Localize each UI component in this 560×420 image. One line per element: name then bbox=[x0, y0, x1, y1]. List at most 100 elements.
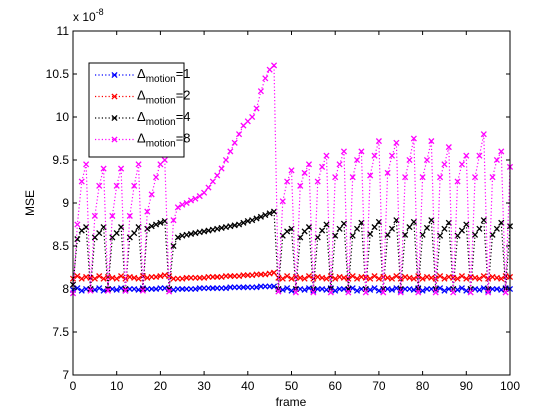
data-point bbox=[388, 286, 396, 293]
data-point bbox=[406, 224, 413, 231]
data-point bbox=[498, 275, 505, 282]
data-point bbox=[288, 167, 295, 174]
data-point bbox=[353, 275, 361, 282]
data-point bbox=[454, 286, 461, 293]
data-point bbox=[476, 275, 483, 282]
data-point bbox=[96, 285, 103, 292]
y-tick-label: 9.5 bbox=[52, 153, 69, 167]
data-point bbox=[170, 286, 177, 293]
data-point bbox=[323, 286, 330, 293]
data-point bbox=[340, 148, 347, 155]
legend-entry: Δmotion=8 bbox=[95, 131, 191, 150]
legend-marker bbox=[111, 136, 118, 143]
data-point bbox=[437, 174, 444, 181]
data-point bbox=[126, 234, 133, 241]
data-point bbox=[463, 275, 470, 282]
series-line bbox=[72, 210, 511, 290]
data-point bbox=[113, 182, 120, 189]
data-point bbox=[319, 285, 326, 293]
data-point bbox=[305, 161, 313, 168]
data-point bbox=[109, 274, 116, 281]
data-point bbox=[393, 139, 400, 146]
data-point bbox=[393, 273, 400, 280]
data-point bbox=[301, 275, 308, 282]
data-point bbox=[332, 275, 339, 282]
data-point bbox=[450, 274, 457, 281]
data-point bbox=[275, 288, 282, 295]
data-point bbox=[485, 275, 492, 282]
data-point bbox=[458, 227, 465, 234]
data-point bbox=[428, 274, 435, 281]
data-point bbox=[270, 269, 278, 276]
data-point bbox=[489, 231, 496, 238]
data-point bbox=[471, 274, 479, 281]
data-point bbox=[485, 287, 492, 294]
x-tick-label: 20 bbox=[154, 379, 168, 393]
data-point bbox=[445, 144, 452, 151]
legend-marker bbox=[111, 93, 118, 100]
data-point bbox=[231, 222, 238, 229]
data-point bbox=[222, 224, 230, 231]
data-point bbox=[410, 286, 417, 293]
data-point bbox=[388, 275, 396, 282]
data-point bbox=[262, 211, 269, 219]
data-point bbox=[371, 224, 378, 231]
data-point bbox=[78, 275, 85, 282]
data-point bbox=[301, 286, 308, 293]
data-point bbox=[118, 273, 125, 280]
data-point bbox=[336, 225, 343, 232]
data-point bbox=[471, 174, 479, 181]
data-point bbox=[174, 234, 181, 241]
data-point bbox=[362, 274, 369, 281]
data-point bbox=[270, 62, 278, 69]
data-point bbox=[152, 174, 160, 181]
data-point bbox=[284, 178, 291, 185]
x-tick-label: 40 bbox=[241, 379, 255, 393]
data-point bbox=[187, 230, 195, 238]
series-8 bbox=[69, 62, 514, 297]
legend-label: Δmotion=8 bbox=[137, 131, 191, 150]
data-point bbox=[375, 138, 382, 145]
data-point bbox=[319, 227, 326, 234]
data-point bbox=[266, 270, 273, 277]
data-point bbox=[441, 161, 448, 168]
data-point bbox=[183, 231, 190, 238]
data-point bbox=[467, 273, 474, 281]
data-point bbox=[502, 289, 509, 296]
data-point bbox=[113, 275, 120, 282]
legend-entry: Δmotion=1 bbox=[95, 66, 191, 85]
data-point bbox=[305, 273, 313, 280]
y-axis-label: MSE bbox=[23, 190, 37, 216]
data-point bbox=[104, 287, 112, 294]
data-point bbox=[179, 201, 186, 208]
data-point bbox=[367, 230, 374, 238]
data-point bbox=[144, 208, 151, 215]
data-point bbox=[498, 148, 505, 155]
data-point bbox=[314, 178, 321, 185]
data-point bbox=[201, 189, 208, 196]
data-point bbox=[358, 148, 365, 155]
data-point bbox=[244, 118, 251, 125]
data-point bbox=[463, 287, 470, 294]
data-point bbox=[249, 113, 256, 121]
data-point bbox=[222, 285, 230, 292]
tick-labels: 0 10 20 30 40 50 60 70 80 90 100 7 7.5 8 8.5 9 9.5 10 10.5… bbox=[46, 24, 521, 393]
data-point bbox=[423, 156, 431, 164]
data-point bbox=[166, 288, 173, 295]
data-point bbox=[148, 223, 155, 230]
data-point bbox=[345, 289, 352, 296]
data-point bbox=[458, 161, 465, 168]
data-point bbox=[179, 232, 186, 239]
data-point bbox=[498, 219, 505, 226]
data-point bbox=[118, 285, 125, 292]
data-point bbox=[270, 208, 278, 215]
data-point bbox=[135, 286, 142, 293]
data-point bbox=[288, 275, 295, 282]
data-point bbox=[96, 230, 103, 237]
data-point bbox=[292, 273, 299, 281]
data-point bbox=[471, 231, 479, 238]
axis-ticks bbox=[72, 30, 511, 376]
data-point bbox=[437, 232, 444, 239]
data-point bbox=[284, 285, 291, 292]
data-point bbox=[393, 285, 400, 292]
